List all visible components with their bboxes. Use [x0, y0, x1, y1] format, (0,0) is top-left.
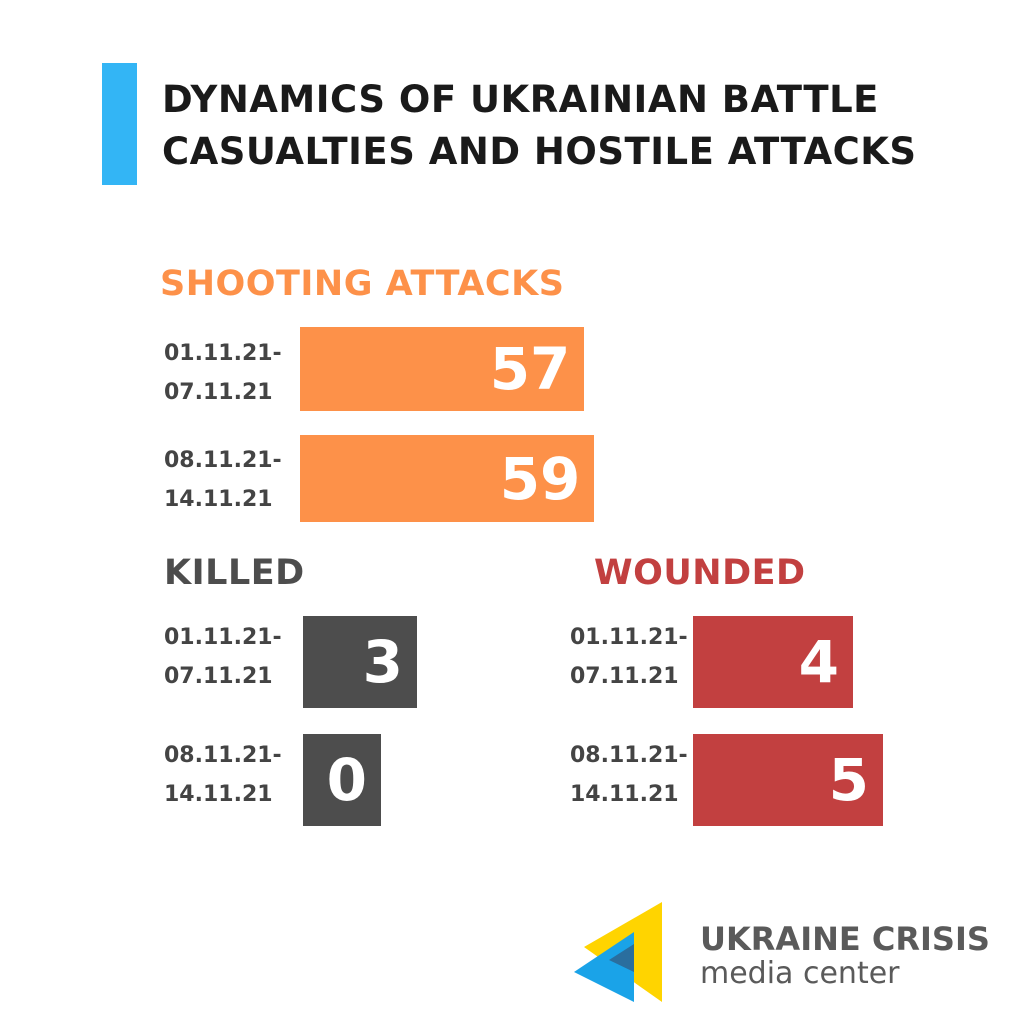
shooting-label-week1: 01.11.21- 07.11.21: [164, 334, 282, 412]
wounded-value-week1: 4: [798, 628, 839, 696]
wounded-label-week2-line1: 08.11.21-: [570, 743, 688, 768]
wounded-value-week2: 5: [828, 746, 869, 814]
killed-bar-week1: 3: [303, 616, 417, 708]
wounded-bar-week2: 5: [693, 734, 883, 826]
page-title-line-1: DYNAMICS OF UKRAINIAN BATTLE: [162, 78, 879, 121]
wounded-label-week1: 01.11.21- 07.11.21: [570, 618, 688, 696]
shooting-value-week1: 57: [489, 335, 571, 403]
killed-label-week2-line2: 14.11.21: [164, 782, 273, 807]
logo-text-ukraine-crisis: UKRAINE CRISIS: [700, 920, 990, 958]
logo-overlap-triangle: [609, 944, 634, 972]
page-title: DYNAMICS OF UKRAINIAN BATTLE CASUALTIES …: [162, 74, 1002, 178]
title-accent-bar: [102, 63, 137, 185]
wounded-label-week2: 08.11.21- 14.11.21: [570, 736, 688, 814]
shooting-label-week2-line2: 14.11.21: [164, 487, 273, 512]
logo-text-media-center: media center: [700, 956, 900, 991]
shooting-attacks-heading: SHOOTING ATTACKS: [160, 264, 565, 304]
killed-label-week1: 01.11.21- 07.11.21: [164, 618, 282, 696]
shooting-label-week2-line1: 08.11.21-: [164, 448, 282, 473]
logo-blue-triangle: [574, 932, 634, 1002]
shooting-value-week2: 59: [499, 444, 581, 513]
killed-label-week2-line1: 08.11.21-: [164, 743, 282, 768]
ukraine-crisis-triangles-icon: [574, 902, 662, 1002]
killed-value-week1: 3: [362, 628, 403, 696]
wounded-label-week1-line2: 07.11.21: [570, 664, 679, 689]
wounded-label-week2-line2: 14.11.21: [570, 782, 679, 807]
killed-label-week1-line2: 07.11.21: [164, 664, 273, 689]
page-title-line-2: CASUALTIES AND HOSTILE ATTACKS: [162, 130, 917, 173]
shooting-label-week1-line2: 07.11.21: [164, 380, 273, 405]
killed-heading: KILLED: [164, 553, 305, 593]
wounded-heading: WOUNDED: [594, 553, 806, 593]
shooting-label-week1-line1: 01.11.21-: [164, 341, 282, 366]
wounded-label-week1-line1: 01.11.21-: [570, 625, 688, 650]
shooting-label-week2: 08.11.21- 14.11.21: [164, 441, 282, 519]
killed-value-week2: 0: [326, 746, 367, 814]
shooting-bar-week1: 57: [300, 327, 585, 411]
killed-bar-week2: 0: [303, 734, 381, 826]
shooting-bar-week2: 59: [300, 435, 595, 522]
wounded-bar-week1: 4: [693, 616, 853, 708]
killed-label-week1-line1: 01.11.21-: [164, 625, 282, 650]
killed-label-week2: 08.11.21- 14.11.21: [164, 736, 282, 814]
